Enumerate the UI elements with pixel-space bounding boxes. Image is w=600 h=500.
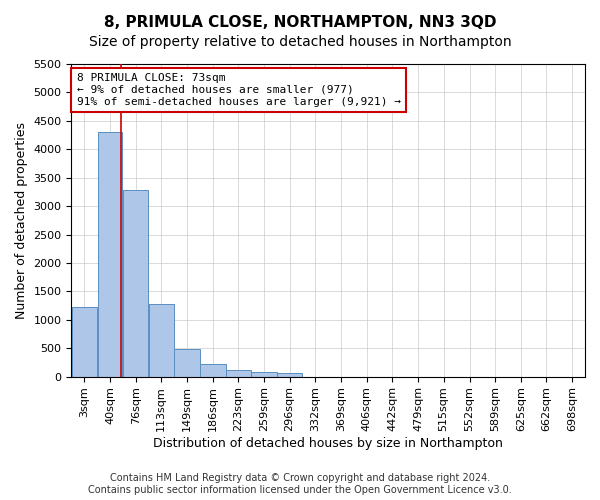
Bar bbox=[251, 372, 277, 376]
Y-axis label: Number of detached properties: Number of detached properties bbox=[15, 122, 28, 319]
Bar bbox=[98, 132, 122, 376]
Text: Size of property relative to detached houses in Northampton: Size of property relative to detached ho… bbox=[89, 35, 511, 49]
Bar bbox=[277, 373, 302, 376]
Bar bbox=[149, 304, 173, 376]
Bar bbox=[226, 370, 251, 376]
X-axis label: Distribution of detached houses by size in Northampton: Distribution of detached houses by size … bbox=[153, 437, 503, 450]
Bar bbox=[71, 306, 97, 376]
Bar bbox=[174, 348, 200, 376]
Text: 8 PRIMULA CLOSE: 73sqm
← 9% of detached houses are smaller (977)
91% of semi-det: 8 PRIMULA CLOSE: 73sqm ← 9% of detached … bbox=[77, 74, 401, 106]
Bar bbox=[123, 190, 148, 376]
Text: 8, PRIMULA CLOSE, NORTHAMPTON, NN3 3QD: 8, PRIMULA CLOSE, NORTHAMPTON, NN3 3QD bbox=[104, 15, 496, 30]
Bar bbox=[200, 364, 226, 376]
Text: Contains HM Land Registry data © Crown copyright and database right 2024.
Contai: Contains HM Land Registry data © Crown c… bbox=[88, 474, 512, 495]
